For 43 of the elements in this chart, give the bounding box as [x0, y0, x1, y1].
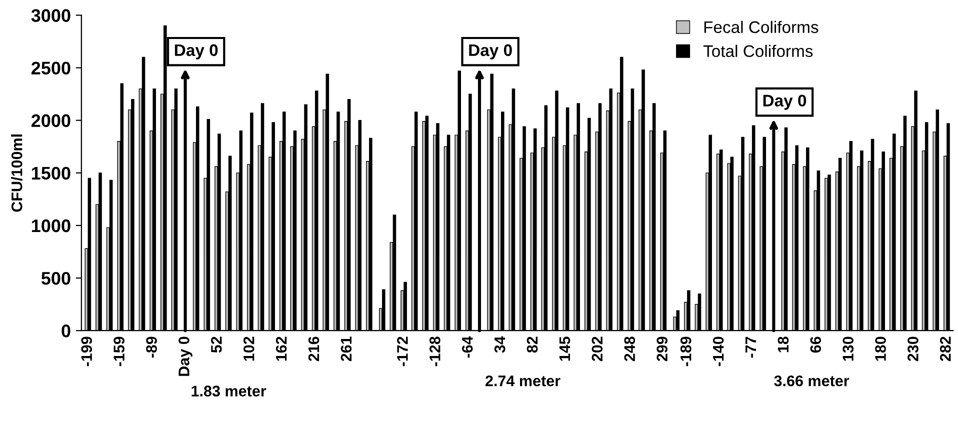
y-tick-label: 2500	[31, 62, 70, 75]
x-tick-label: -159	[114, 336, 124, 366]
y-axis-title: CFU/100ml	[11, 134, 22, 212]
x-tick-label: -189	[680, 336, 692, 366]
legend-label: Fecal Coliforms	[704, 20, 818, 34]
annotation: Day 0	[174, 44, 218, 60]
x-tick-label: 18	[778, 336, 789, 352]
x-tick-label: 261	[340, 336, 352, 362]
x-tick-label: 180	[875, 336, 886, 361]
y-tick-label: 0	[62, 324, 70, 338]
x-tick-label: 299	[656, 336, 668, 362]
x-tick-label: 145	[559, 336, 570, 361]
y-tick-label: 500	[41, 272, 70, 285]
x-tick-label: -77	[746, 336, 756, 358]
x-tick-label: 82	[526, 336, 538, 353]
y-tick-label: 2000	[31, 114, 70, 128]
x-tick-label: 202	[592, 336, 603, 362]
annotation: Day 0	[763, 94, 806, 110]
x-tick-label: -172	[397, 336, 408, 366]
x-tick-label: -89	[146, 336, 157, 358]
x-tick-label: 230	[908, 336, 918, 362]
x-tick-label: 282	[940, 336, 951, 362]
x-tick-label: -140	[712, 336, 724, 366]
x-tick-label: 162	[276, 336, 287, 361]
x-tick-label: 66	[810, 336, 822, 353]
annotation: Day 0	[469, 44, 512, 60]
x-tick-label: 130	[842, 336, 854, 361]
x-axis-title: 3.66 meter	[774, 375, 850, 386]
x-tick-label: -128	[430, 336, 440, 366]
x-tick-label: -64	[462, 336, 473, 358]
x-tick-label: 216	[308, 336, 320, 362]
x-tick-label: 248	[624, 336, 636, 362]
y-tick-label: 1000	[32, 219, 70, 232]
x-tick-label: 34	[494, 336, 506, 353]
legend-label: Total Coliforms	[703, 44, 813, 58]
x-tick-label: -199	[81, 336, 92, 366]
x-tick-label: 52	[211, 336, 222, 353]
x-axis-title: 2.74 meter	[486, 375, 560, 386]
x-tick-label: Day 0	[178, 336, 192, 376]
x-axis-title: 1.83 meter	[192, 386, 266, 396]
y-tick-label: 1500	[32, 166, 70, 180]
x-tick-label: 102	[243, 336, 254, 361]
y-tick-label: 3000	[31, 9, 70, 22]
